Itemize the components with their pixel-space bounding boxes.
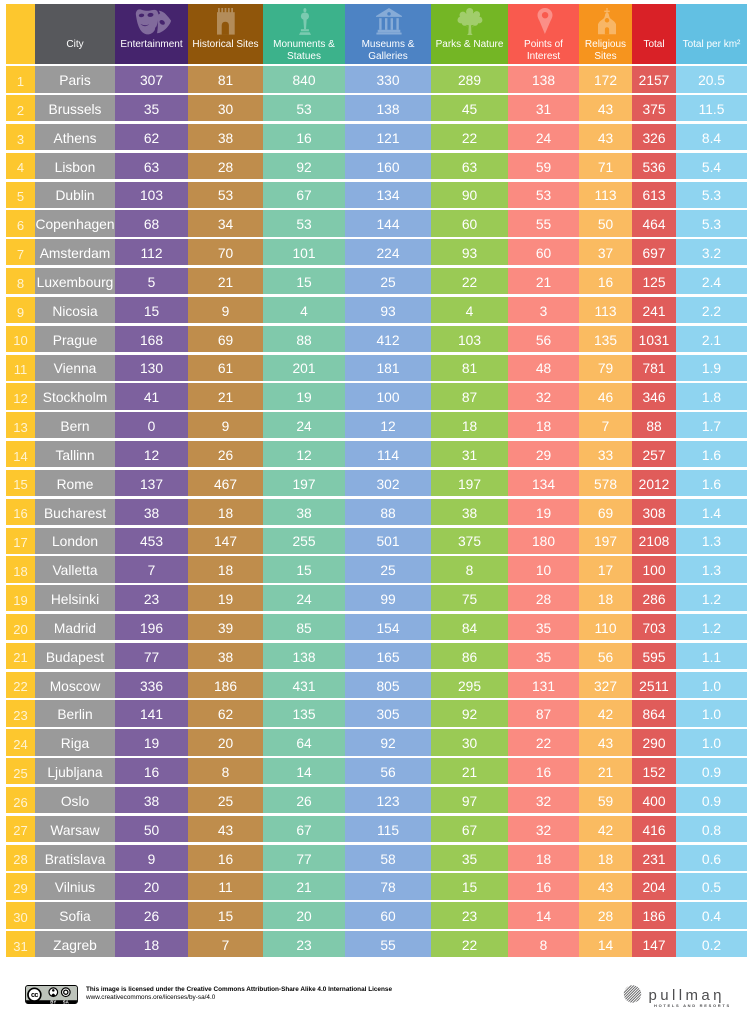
svg-text:BY: BY (50, 999, 56, 1004)
svg-text:pullmaη: pullmaη (649, 987, 725, 1004)
svg-text:SA: SA (63, 999, 69, 1004)
svg-text:cc: cc (31, 990, 38, 999)
svg-text:HOTELS AND RESORTS: HOTELS AND RESORTS (654, 1003, 731, 1008)
